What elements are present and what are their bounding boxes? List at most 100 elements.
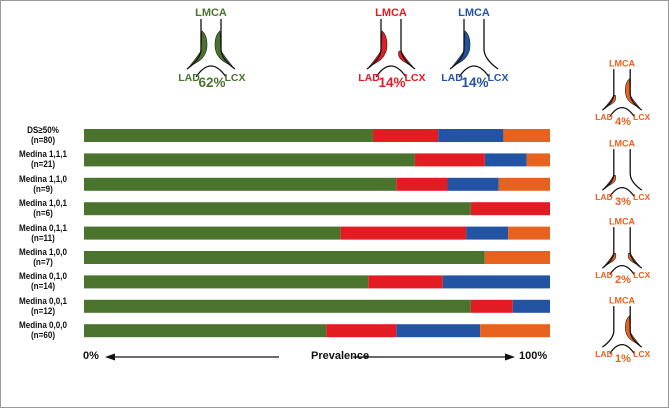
row-label: Medina 0,1,0 (n=14) (9, 272, 77, 292)
legend-side-3-label-lcx: LCX (633, 270, 650, 280)
bar-segment-orange (484, 251, 550, 264)
row-label-n: (n=6) (33, 208, 53, 220)
legend-top-2-percent: 14% (378, 75, 405, 90)
legend-top-3-carina (458, 65, 490, 78)
x-tick-100: 100% (519, 350, 548, 362)
row-label-n: (n=11) (31, 232, 55, 244)
row-label-n: (n=12) (30, 305, 56, 317)
row-label-n: (n=14) (30, 281, 56, 293)
legend-side-1-percent: 4% (615, 116, 631, 128)
row-label-name: Medina 0,0,1 (18, 295, 68, 307)
bar-segment-red (470, 202, 550, 216)
legend-top-3-vessel-left-wall (449, 19, 465, 70)
row-label: Medina 1,0,1 (n=6) (9, 199, 77, 219)
row-label: Medina 0,1,1 (n=11) (9, 222, 77, 244)
legend-top-1-vessel-right-wall (220, 19, 236, 70)
bar-segment-green (84, 177, 397, 191)
legend-top-1-carina (195, 65, 227, 78)
legend-top-1-label-lcx: LCX (225, 72, 246, 84)
bar-segment-green (84, 299, 471, 313)
legend-top-1-percent: 62% (198, 75, 225, 90)
legend-side-1-carina (609, 107, 635, 118)
bar-segment-green (84, 202, 471, 216)
legend-side-4-vessel-left-wall (601, 306, 615, 348)
row-label-n: (n=60) (30, 330, 56, 342)
row-label-name: Medina 1,0,1 (18, 198, 68, 210)
arrow-left-icon (105, 353, 115, 361)
row-label-name: DS≥50% (27, 125, 59, 136)
legend-top-3-vessel-right-wall (483, 19, 499, 70)
bar-segment-orange (503, 129, 550, 142)
bar-segment-green (84, 129, 373, 142)
row-label: Medina 1,1,1 (n=21) (9, 150, 77, 170)
legend-top-3-label-lcx: LCX (488, 72, 509, 84)
legend-side-1-plaque (624, 78, 641, 109)
legend-side-1-label-lad: LAD (595, 112, 613, 122)
bar-segment-orange (498, 177, 550, 191)
legend-top-1-label-lmca: LMCA (195, 7, 227, 19)
bar-segment-blue (438, 129, 504, 142)
bar-segment-blue (484, 153, 527, 167)
legend-top-2-carina (375, 65, 407, 78)
legend-side-3-vessel-right-wall (629, 227, 643, 269)
legend-side-4-label-lmca: LMCA (609, 295, 636, 305)
legend-side-2-vessel-left-wall (601, 149, 615, 191)
bar-segment-blue (512, 299, 550, 313)
legend-top-3-label-lmca: LMCA (458, 7, 490, 19)
row-label: Medina 0,0,1 (n=12) (9, 295, 77, 317)
legend-side-2-plaque (603, 175, 617, 189)
bar-segment-red (372, 129, 439, 142)
legend-side-4-label-lcx: LCX (633, 349, 650, 359)
x-tick-0: 0% (83, 350, 99, 362)
row-label-name: Medina 0,0,0 (18, 320, 68, 332)
bar-segment-green (84, 275, 369, 289)
legend-top-1-vessel-left-wall (186, 19, 202, 70)
legend-side-1-vessel-left-wall (601, 69, 615, 111)
legend-side-1-plaque (603, 95, 617, 109)
bar-segment-red (368, 275, 443, 289)
legend-side-3-plaque (627, 253, 641, 267)
bar-segment-blue (396, 324, 481, 338)
legend-top-1-plaque (214, 30, 234, 68)
legend-side-2-vessel-right-wall (629, 149, 643, 191)
bar-segment-green (84, 251, 485, 264)
legend-side-2-label-lmca: LMCA (609, 138, 636, 148)
bar-segment-blue (442, 275, 550, 289)
legend-side-3-percent: 2% (615, 274, 631, 286)
bar-segment-red (340, 226, 467, 240)
row-label-name: Medina 1,1,0 (18, 173, 68, 185)
legend-side-3-label-lad: LAD (595, 270, 613, 280)
legend-side-2-carina (609, 187, 635, 198)
legend-top-2-vessel-left-wall (366, 19, 382, 70)
legend-top-3-plaque (451, 30, 471, 68)
legend-top-1-plaque (188, 30, 208, 68)
row-label-name: Medina 0,1,1 (18, 222, 68, 234)
arrow-right-icon (505, 353, 515, 361)
row-label-n: (n=80) (30, 135, 56, 146)
bar-segment-orange (508, 226, 550, 240)
row-label-n: (n=9) (33, 183, 53, 195)
legend-top-2-vessel-right-wall (400, 19, 416, 70)
bar-segment-blue (466, 226, 509, 240)
bar-segment-red (396, 177, 448, 191)
row-label-name: Medina 0,1,0 (18, 271, 68, 283)
bar-segment-orange (526, 153, 550, 167)
bar-segment-red (326, 324, 397, 338)
bar-segment-green (84, 226, 341, 240)
legend-side-1-vessel-right-wall (629, 69, 643, 111)
bar-segment-green (84, 324, 327, 338)
legend-side-4-plaque (624, 315, 641, 346)
legend-side-4-percent: 1% (615, 353, 631, 365)
legend-side-3-vessel-left-wall (601, 227, 615, 269)
legend-side-1-label-lcx: LCX (633, 112, 650, 122)
legend-top-1-label-lad: LAD (178, 72, 200, 84)
legend-top-2-plaque (368, 30, 388, 68)
row-label: Medina 0,0,0 (n=60) (9, 321, 77, 341)
legend-top-2-label-lad: LAD (358, 72, 380, 84)
row-label: DS≥50% (n=80) (9, 126, 77, 146)
legend-top-3-label-lad: LAD (441, 72, 463, 84)
row-label-n: (n=21) (30, 159, 56, 171)
legend-side-2-percent: 3% (615, 196, 631, 208)
